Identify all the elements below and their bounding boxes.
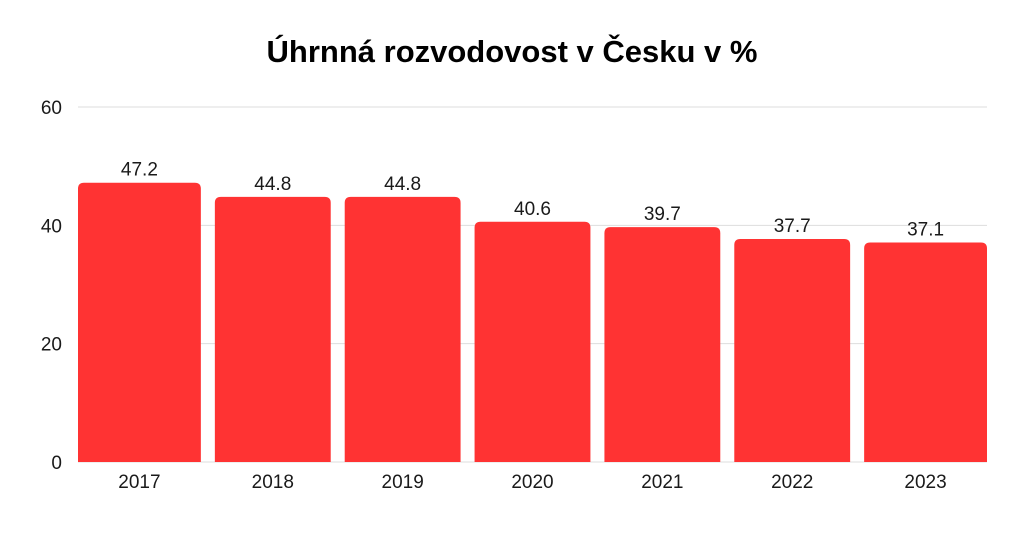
bars (78, 182, 987, 462)
data-label-2021: 39.7 (644, 204, 681, 225)
x-axis-category-labels: 2017 2018 2019 2020 2021 2022 2023 (118, 472, 946, 493)
x-tick-label-2022: 2022 (771, 472, 813, 493)
x-tick-label-2021: 2021 (641, 472, 683, 493)
y-tick-label: 0 (51, 453, 62, 474)
data-label-2022: 37.7 (774, 216, 811, 237)
bar-2018 (214, 196, 331, 462)
y-tick-label: 20 (41, 335, 62, 356)
data-labels: 47.2 44.8 44.8 40.6 39.7 37.7 37.1 (121, 160, 944, 241)
data-label-2020: 40.6 (514, 199, 551, 220)
x-tick-label-2019: 2019 (382, 472, 424, 493)
x-tick-label-2018: 2018 (252, 472, 294, 493)
data-label-2018: 44.8 (254, 174, 291, 195)
y-tick-label: 40 (41, 216, 62, 237)
x-tick-label-2017: 2017 (118, 472, 160, 493)
bar-2022 (734, 238, 851, 462)
bar-2023 (864, 242, 987, 462)
data-label-2019: 44.8 (384, 174, 421, 195)
bar-2019 (344, 196, 461, 462)
data-label-2023: 37.1 (907, 219, 944, 240)
bar-2017 (78, 182, 201, 462)
bar-2020 (474, 221, 591, 462)
bar-2021 (604, 227, 721, 462)
y-axis-tick-labels: 0 20 40 60 (41, 98, 62, 474)
x-tick-label-2020: 2020 (511, 472, 553, 493)
data-label-2017: 47.2 (121, 160, 158, 181)
x-tick-label-2023: 2023 (904, 472, 946, 493)
chart-title: Úhrnná rozvodovost v Česku v % (266, 34, 758, 69)
y-tick-label: 60 (41, 98, 62, 119)
